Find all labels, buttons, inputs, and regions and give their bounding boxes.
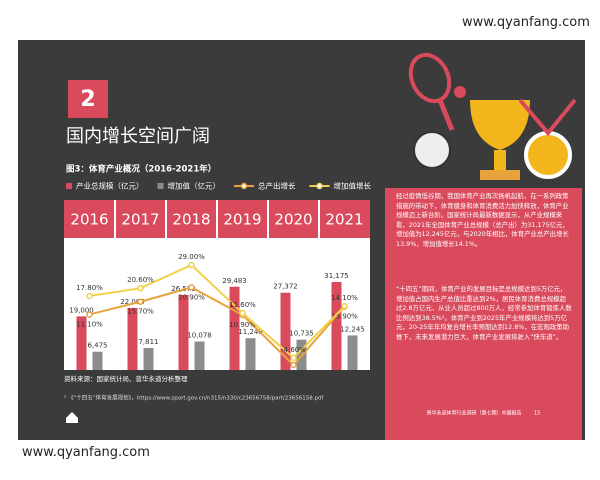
watermark: www.qyanfang.com xyxy=(12,440,160,465)
legend-label: 产业总规模（亿元） xyxy=(76,181,144,191)
page-number: 15 xyxy=(534,411,540,417)
bar xyxy=(245,338,256,370)
footer: 普华永道体育行业调研（第七期）中国报告 xyxy=(426,410,521,417)
paragraph: 经过疫情低谷期，我国体育产业再次扬帆起航，在一系列政策措施的带动下，体育健身和体… xyxy=(396,192,569,248)
bar xyxy=(331,282,342,370)
bar xyxy=(92,351,103,370)
point xyxy=(137,284,144,292)
legend-label: 总产出增长 xyxy=(258,181,296,191)
value-label: 31,175 xyxy=(324,272,349,280)
point xyxy=(188,261,195,269)
home-icon xyxy=(66,412,78,423)
value-label: 6,475 xyxy=(87,342,107,350)
point xyxy=(290,354,297,362)
value-label: 11.10% xyxy=(76,320,103,328)
value-label: -7.20% xyxy=(281,371,306,379)
value-label: 20.90% xyxy=(178,293,205,301)
bar xyxy=(347,335,358,370)
value-label: 27,372 xyxy=(273,283,298,291)
value-label: 20.60% xyxy=(127,276,154,284)
x-tick-label: 2020 xyxy=(274,211,312,229)
bar xyxy=(76,316,87,370)
point xyxy=(239,309,246,317)
bar xyxy=(229,286,240,370)
line xyxy=(89,286,346,367)
x-tick-label: 2016 xyxy=(70,211,108,229)
legend-swatch xyxy=(240,182,248,190)
legend-swatch xyxy=(316,182,323,190)
value-label: -4.60% xyxy=(281,346,306,354)
bar xyxy=(127,307,138,370)
legend-label: 增加值增长 xyxy=(334,181,372,191)
point xyxy=(341,302,348,310)
watermark: www.qyanfang.com xyxy=(452,10,600,35)
value-label: 11,248 xyxy=(238,328,263,336)
value-label: 15.70% xyxy=(127,308,154,316)
sidebar-panel xyxy=(385,188,582,440)
value-label: 29.00% xyxy=(178,253,205,261)
value-label: 29,483 xyxy=(222,277,247,285)
legend-swatch xyxy=(157,183,164,189)
x-tick-label: 2017 xyxy=(121,211,159,229)
illustration xyxy=(408,52,577,180)
legend-swatch xyxy=(66,183,72,189)
chart-title: 图3：体育产业概况（2016-2021年） xyxy=(66,164,216,175)
value-label: 10.90% xyxy=(229,321,256,329)
section-badge xyxy=(68,80,108,118)
x-tick-label: 2018 xyxy=(172,211,210,229)
point xyxy=(86,311,93,318)
value-label: 22,000 xyxy=(120,298,145,306)
bar xyxy=(178,294,189,370)
point xyxy=(86,292,93,300)
value-label: 14.10% xyxy=(331,294,358,302)
line xyxy=(89,263,346,360)
x-tick-label: 2021 xyxy=(325,211,363,229)
bar xyxy=(194,341,205,370)
x-tick-label: 2019 xyxy=(223,211,261,229)
value-label: 11.60% xyxy=(229,301,256,309)
section-number: 2 xyxy=(80,87,95,112)
value-label: 10,735 xyxy=(289,330,314,338)
value-label: 10,078 xyxy=(187,332,212,340)
paragraph: “十四五”期间，体育产业的发展目标是总规模达到5万亿元，增加值占国内生产总值比重… xyxy=(396,285,572,341)
section-title: 国内增长空间广阔 xyxy=(66,126,210,147)
legend-label: 增加值（亿元） xyxy=(168,181,221,191)
source: 资料来源：国家统计局、普华永道分析整理 xyxy=(64,374,188,383)
footnote: ² 《“十四五”体育发展规划》，https://www.sport.gov.cn… xyxy=(64,394,324,402)
bar xyxy=(143,347,154,370)
point xyxy=(137,298,144,305)
bar xyxy=(280,292,291,370)
value-label: 13.90% xyxy=(331,313,358,321)
value-label: 17.80% xyxy=(76,284,103,292)
value-label: 7,811 xyxy=(138,338,158,346)
point xyxy=(188,284,195,291)
value-label: 19,000 xyxy=(69,306,94,314)
point xyxy=(290,361,297,369)
value-label: 12,245 xyxy=(340,325,365,333)
